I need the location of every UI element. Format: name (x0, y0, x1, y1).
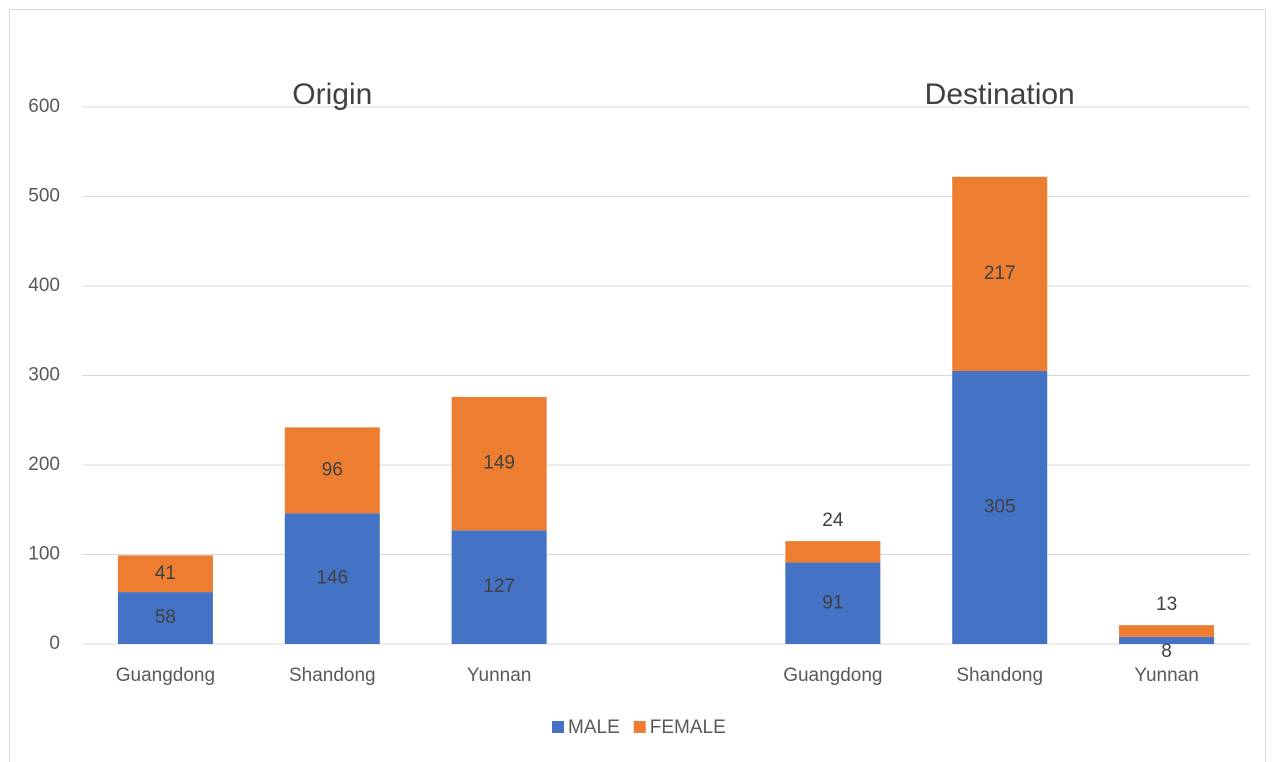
chart-border (9, 9, 1266, 762)
y-tick-label: 400 (28, 275, 60, 296)
y-tick-label: 500 (28, 186, 60, 207)
data-label: 96 (322, 459, 343, 480)
bar-segment (451, 530, 547, 644)
bar-segment (952, 371, 1048, 644)
bar-segment (1119, 625, 1215, 637)
bar-segment (451, 396, 547, 531)
y-tick-label: 100 (28, 544, 60, 565)
data-label: 217 (984, 263, 1016, 284)
data-label: 305 (984, 497, 1016, 518)
data-label: 58 (155, 607, 176, 628)
bar-segment (785, 541, 881, 563)
data-label: 24 (822, 510, 844, 531)
y-tick-label: 0 (49, 633, 60, 654)
bar-segment (785, 562, 881, 644)
legend-label: MALE (568, 717, 620, 738)
data-label: 8 (1161, 641, 1172, 662)
x-tick-label: Yunnan (1134, 665, 1198, 686)
bar-segment (1119, 636, 1215, 644)
data-label: 41 (155, 563, 176, 584)
y-tick-label: 200 (28, 454, 60, 475)
legend-swatch (633, 721, 646, 733)
bar-segment (117, 555, 213, 593)
legend-swatch (552, 721, 564, 733)
bar-segment (284, 513, 380, 644)
x-tick-label: Guangdong (116, 665, 215, 686)
bar-segment (952, 176, 1048, 372)
x-tick-label: Guangdong (783, 665, 882, 686)
legend-label: FEMALE (650, 717, 726, 738)
data-label: 13 (1156, 594, 1177, 615)
annotation: Destination (925, 78, 1075, 111)
x-tick-label: Shandong (956, 665, 1043, 686)
data-label: 149 (483, 453, 515, 474)
bar-segment (284, 427, 380, 514)
x-tick-label: Shandong (289, 665, 376, 686)
annotation: Origin (292, 78, 372, 111)
data-label: 91 (822, 592, 843, 613)
data-label: 146 (316, 568, 348, 589)
y-tick-label: 300 (28, 365, 60, 386)
data-label: 127 (483, 576, 515, 597)
bar-segment (117, 592, 213, 644)
y-tick-label: 600 (28, 96, 60, 117)
x-tick-label: Yunnan (467, 665, 531, 686)
